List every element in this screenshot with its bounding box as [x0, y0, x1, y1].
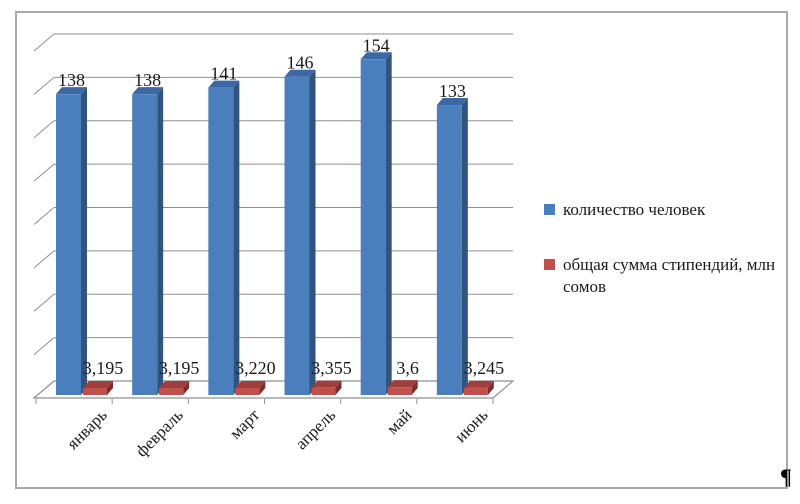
bar-side-face — [157, 87, 164, 395]
bar-side-face — [461, 98, 468, 395]
bar-top-face — [463, 380, 494, 388]
legend-item-stipend[interactable]: общая сумма стипендий, млн сомов — [544, 254, 788, 298]
bar-side-face — [487, 380, 494, 395]
bar-value-label: 3,195 — [159, 358, 200, 378]
bar-front-face — [208, 87, 234, 396]
gridline-diagonal — [33, 33, 55, 52]
bar-top-face — [235, 380, 266, 388]
bar-front-face — [360, 59, 386, 395]
bar-value-label: 3,245 — [464, 358, 505, 378]
bar-value-label: 3,220 — [235, 358, 276, 378]
bar-value-label: 154 — [363, 35, 390, 55]
bar-side-face — [107, 381, 113, 395]
bar-top-face — [360, 52, 392, 60]
legend-item-people[interactable]: количество человек — [544, 199, 788, 221]
bar-value-label: 3,355 — [311, 358, 352, 378]
legend-label: общая сумма стипендий, млн сомов — [563, 255, 776, 296]
legend-swatch-blue-icon — [544, 204, 555, 215]
bar-value-label: 138 — [134, 70, 161, 90]
bar-front-face — [159, 388, 184, 395]
bar-value-label: 141 — [210, 64, 237, 84]
category-label: апрель — [291, 405, 339, 453]
bar-side-face — [411, 380, 418, 395]
bar-front-face — [83, 388, 107, 395]
bar-front-face — [56, 94, 81, 395]
bar-top-face — [83, 381, 113, 389]
bar-value-label: 133 — [439, 81, 466, 101]
gridline-diagonal — [33, 163, 55, 182]
category-label: январь — [63, 405, 111, 453]
bar-front-face — [387, 387, 412, 395]
bar-front-face — [235, 387, 260, 395]
bar-value-label: 3,6 — [396, 358, 419, 378]
legend-label: количество человек — [563, 200, 706, 219]
bar-value-label: 138 — [58, 70, 85, 90]
gridline-diagonal — [33, 120, 55, 139]
bar-value-label: 3,195 — [83, 358, 124, 378]
bar-top-face — [208, 80, 240, 88]
bar-front-face — [436, 105, 462, 395]
gridline-diagonal — [33, 207, 55, 225]
bar-front-face — [311, 387, 336, 395]
bar-top-face — [284, 69, 316, 77]
gridline-diagonal — [33, 250, 55, 269]
gridline-diagonal — [33, 337, 55, 356]
bar-top-face — [56, 87, 87, 95]
bar-top-face — [436, 98, 468, 106]
bar-side-face — [259, 380, 266, 395]
category-label: май — [383, 405, 416, 438]
bar-front-face — [284, 76, 310, 395]
bar-side-face — [335, 380, 342, 395]
bar-side-face — [81, 87, 87, 395]
bar-side-face — [309, 69, 316, 395]
gridline-diagonal — [33, 76, 55, 95]
chart-legend: количество человек общая сумма стипендий… — [544, 199, 788, 331]
gridline-diagonal — [33, 293, 55, 312]
bar-side-face — [183, 381, 190, 395]
category-label: февраль — [132, 405, 187, 460]
bar-front-face — [132, 94, 158, 395]
category-label: июнь — [451, 405, 492, 446]
bar-top-face — [311, 380, 342, 388]
bar-front-face — [463, 387, 488, 395]
category-label: март — [226, 405, 264, 443]
legend-swatch-red-icon — [544, 259, 555, 270]
bar-top-face — [132, 87, 164, 95]
bar-side-face — [385, 52, 392, 395]
bar-value-label: 146 — [287, 53, 314, 73]
bar-side-face — [233, 80, 240, 396]
paragraph-mark: ¶ — [780, 464, 792, 489]
bar-top-face — [159, 381, 190, 389]
bar-top-face — [387, 380, 418, 388]
